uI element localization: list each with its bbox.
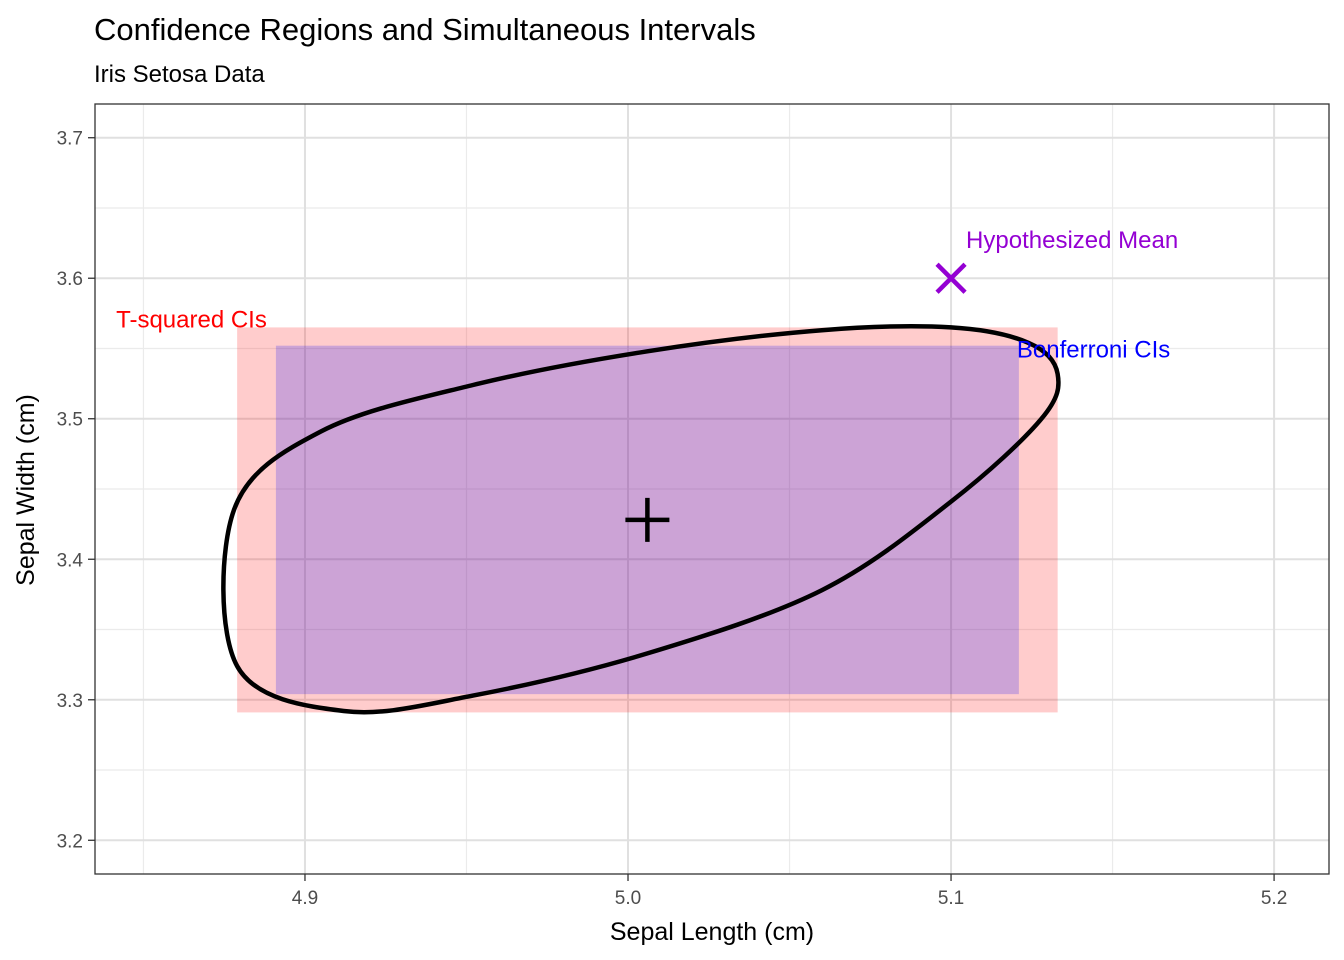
sample-mean-plus-icon <box>625 497 670 542</box>
y-tick-label: 3.2 <box>57 831 83 852</box>
hypothesized-mean-label: Hypothesized Mean <box>966 227 1178 254</box>
y-tick-label: 3.7 <box>57 129 83 150</box>
y-axis: 3.2 3.3 3.4 3.5 3.6 3.7 <box>57 129 95 852</box>
grid-minor <box>95 104 1329 874</box>
confidence-ellipse <box>221 324 1061 715</box>
y-tick-label: 3.5 <box>57 410 83 431</box>
chart-subtitle: Iris Setosa Data <box>94 61 265 88</box>
y-axis-title: Sepal Width (cm) <box>12 394 40 586</box>
x-tick-label: 5.0 <box>615 888 641 909</box>
x-axis-title: Sepal Length (cm) <box>610 918 814 946</box>
y-tick-label: 3.6 <box>57 269 83 290</box>
plot-border <box>94 103 1330 875</box>
chart-title: Confidence Regions and Simultaneous Inte… <box>94 12 756 47</box>
x-axis: 4.9 5.0 5.1 5.2 <box>292 874 1287 909</box>
grid-major <box>95 104 1329 874</box>
y-tick-label: 3.4 <box>57 550 84 571</box>
hypothesized-mean-cross-icon <box>935 262 967 294</box>
y-tick-label: 3.3 <box>57 691 83 712</box>
bonferroni-ci-label: Bonferroni CIs <box>1017 337 1170 364</box>
t-squared-ci-label: T-squared CIs <box>116 306 267 333</box>
x-tick-label: 5.2 <box>1261 888 1287 909</box>
x-tick-label: 5.1 <box>938 888 964 909</box>
x-tick-label: 4.9 <box>292 888 318 909</box>
